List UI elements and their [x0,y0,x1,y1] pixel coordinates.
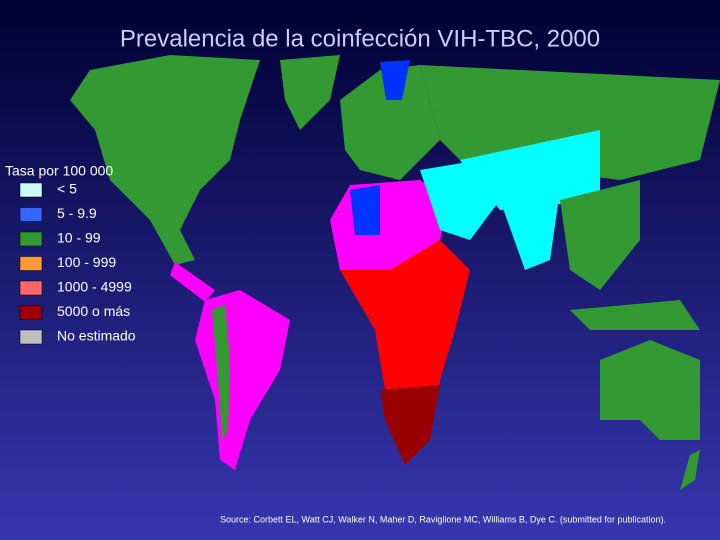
legend-label: 10 - 99 [57,230,101,246]
legend-swatch [19,182,43,198]
legend-label: < 5 [57,181,77,197]
world-map [70,55,720,490]
legend-swatch [19,329,43,345]
legend-label: 100 - 999 [57,254,116,270]
legend: < 5 5 - 9.9 10 - 99 100 - 999 1000 - 4999 500… [19,181,136,345]
legend-title: Tasa por 100 000 [5,163,113,179]
legend-label: 5000 o más [57,303,130,319]
source: Source: Corbett EL, Watt CJ, Walker N, M… [220,514,666,524]
legend-label: 5 - 9.9 [57,205,97,221]
legend-label: No estimado [57,328,136,344]
title: Prevalencia de la coinfección VIH-TBC, 2… [120,25,600,52]
legend-swatch [19,305,43,320]
legend-swatch [19,207,43,222]
legend-swatch [19,231,43,247]
legend-swatch [19,256,43,271]
legend-label: 1000 - 4999 [57,279,132,295]
legend-swatch [19,280,43,296]
